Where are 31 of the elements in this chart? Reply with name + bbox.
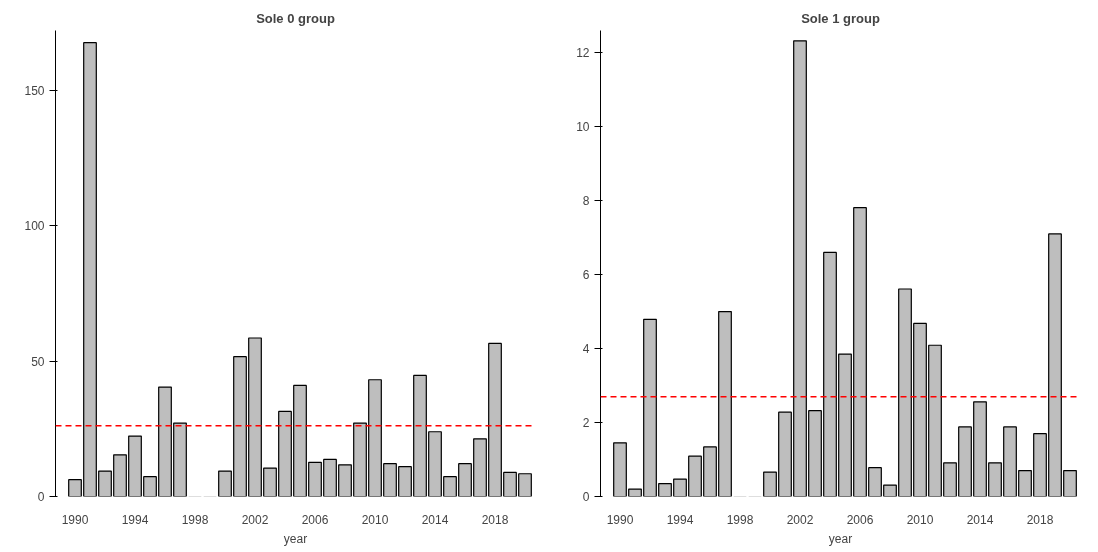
- x-tick-label: 2014: [421, 512, 449, 527]
- y-tick-label: 2: [582, 416, 590, 431]
- chart-title: Sole 1 group: [801, 10, 880, 26]
- x-tick-label: 2014: [966, 512, 994, 527]
- x-axis-title: year: [283, 531, 308, 546]
- x-axis-title: year: [828, 531, 853, 546]
- y-tick-label: 12: [576, 46, 590, 61]
- x-tick-label: 1998: [726, 512, 754, 527]
- x-tick-label: 2006: [846, 512, 874, 527]
- y-tick-label: 150: [24, 83, 45, 98]
- y-tick-label: 0: [37, 490, 45, 504]
- x-tick-label: 2018: [481, 512, 509, 527]
- x-tick-label: 2010: [361, 512, 389, 527]
- y-tick-label: 8: [582, 194, 590, 209]
- y-tick-label: 10: [576, 120, 590, 135]
- x-tick-label: 2006: [301, 512, 329, 527]
- x-tick-label: 2010: [906, 512, 934, 527]
- x-tick-label: 1998: [181, 512, 209, 527]
- y-tick-label: 50: [31, 354, 45, 369]
- x-tick-label: 2018: [1026, 512, 1054, 527]
- chart-title: Sole 0 group: [256, 10, 335, 26]
- y-tick-label: 6: [582, 268, 590, 283]
- y-tick-label: 4: [582, 342, 590, 357]
- x-tick-label: 1990: [606, 512, 634, 527]
- x-tick-label: 1990: [61, 512, 89, 527]
- x-tick-label: 1994: [121, 512, 149, 527]
- y-tick-label: 0: [582, 490, 590, 504]
- x-tick-label: 2002: [241, 512, 269, 527]
- y-tick-label: 100: [24, 219, 45, 234]
- x-tick-label: 2002: [786, 512, 814, 527]
- x-tick-label: 1994: [666, 512, 694, 527]
